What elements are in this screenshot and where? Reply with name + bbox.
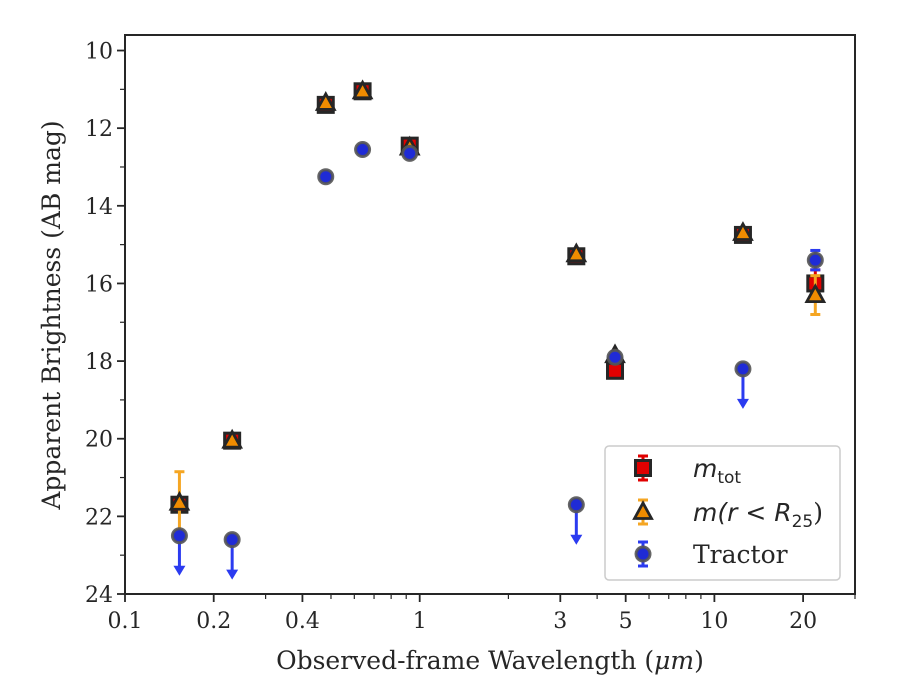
x-axis: 0.1 0.2 0.4 1 3 5 10 20	[108, 594, 856, 634]
tractor-upper-limit-arrow	[736, 398, 749, 409]
x-tick-label: 0.2	[196, 609, 231, 634]
x-tick-label: 10	[700, 609, 728, 634]
m_r25-point	[565, 242, 588, 263]
legend-box	[604, 445, 841, 581]
tractor-point	[170, 527, 188, 545]
plot-frame	[124, 34, 856, 595]
series-tractor	[170, 141, 824, 580]
y-tick-label: 16	[85, 272, 113, 297]
m_r25-point	[314, 91, 337, 111]
m_r25-point	[732, 221, 754, 241]
legend-marker-m_tot	[634, 459, 652, 477]
legend-marker-m_r25	[632, 500, 654, 520]
x-tick-label: 3	[553, 609, 567, 634]
legend-marker-tractor	[634, 545, 652, 563]
y-tick-label: 18	[85, 350, 113, 375]
x-tick-label: 1	[413, 609, 427, 634]
y-axis: 10 12 14 16 18 20 22 24	[85, 40, 125, 608]
tractor-point	[401, 144, 419, 162]
tractor-upper-limit-arrow	[570, 534, 583, 545]
tractor-point	[354, 141, 372, 159]
tractor-point	[567, 496, 585, 514]
tractor-upper-limit-arrow	[173, 565, 186, 576]
tractor-point	[806, 251, 824, 269]
m_r25-point	[351, 79, 374, 100]
tractor-upper-limit-arrow	[226, 569, 239, 580]
legend-label-m-r25: m(r < R25)	[693, 498, 823, 532]
x-tick-label: 0.1	[108, 609, 143, 634]
x-tick-label: 20	[789, 609, 817, 634]
m_r25-point	[221, 428, 244, 449]
x-tick-label: 5	[619, 609, 633, 634]
plot-marks	[168, 79, 827, 580]
legend-label-tractor: Tractor	[693, 540, 788, 569]
y-axis-label: Apparent Brightness (AB mag)	[37, 120, 66, 510]
y-tick-label: 14	[85, 195, 113, 220]
tractor-point	[223, 531, 241, 549]
x-tick-label: 0.4	[285, 609, 320, 634]
tractor-point	[734, 360, 752, 378]
legend-label-m-tot: mtot	[693, 454, 741, 488]
y-tick-label: 10	[85, 40, 113, 65]
x-axis-label: Observed-frame Wavelength (μm)	[276, 646, 704, 675]
y-tick-label: 12	[85, 117, 113, 142]
legend: mtot m(r < R25) Tractor	[604, 445, 841, 581]
y-tick-label: 22	[85, 505, 113, 530]
tractor-point	[317, 168, 335, 186]
legend-markers	[632, 454, 654, 568]
y-tick-label: 24	[85, 583, 113, 608]
tractor-point	[606, 348, 624, 366]
m_r25-point	[804, 283, 827, 303]
m_r25-point	[168, 490, 191, 511]
y-tick-label: 20	[85, 428, 113, 453]
